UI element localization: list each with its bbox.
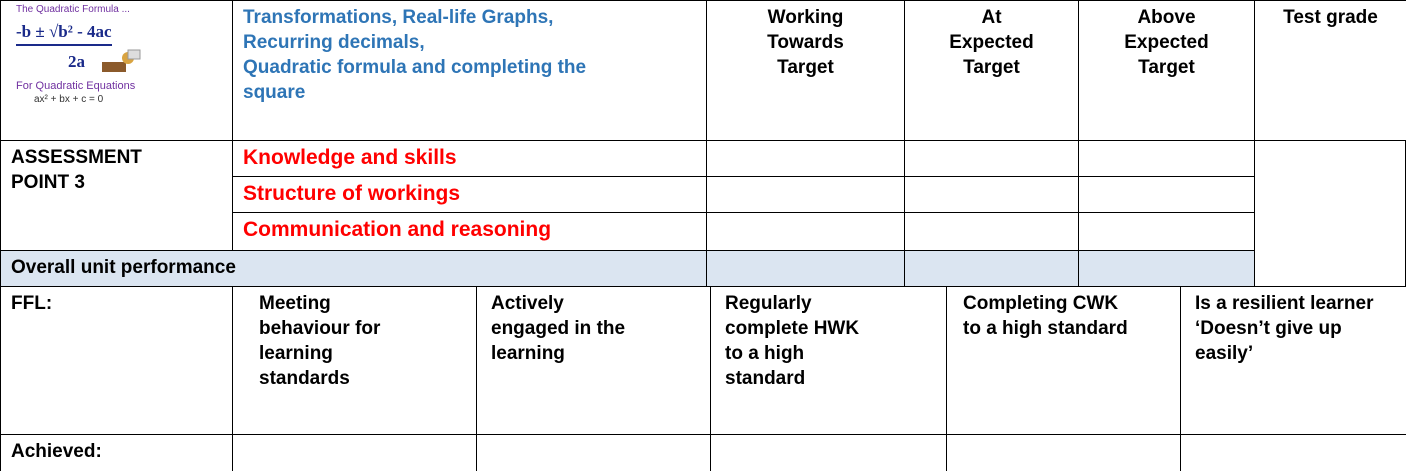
grade-cell xyxy=(706,140,905,177)
achieved-label: Achieved: xyxy=(0,434,233,471)
logo-footer: For Quadratic Equations xyxy=(16,80,136,92)
column-header: At Expected Target xyxy=(904,0,1079,141)
ffl-item-text: Actively engaged in the learning xyxy=(491,293,626,364)
column-header-text: At Expected Target xyxy=(949,7,1034,78)
assessment-label-text: ASSESSMENT POINT 3 xyxy=(11,147,142,193)
ffl-item: Completing CWK to a high standard xyxy=(946,286,1181,435)
overall-cell xyxy=(706,250,905,287)
ffl-item: Actively engaged in the learning xyxy=(476,286,711,435)
formula-image: The Quadratic Formula ... -b ± √b² - 4ac… xyxy=(6,4,226,134)
grade-cell xyxy=(904,212,1079,251)
grade-cell xyxy=(1078,140,1255,177)
column-header-text: Test grade xyxy=(1283,7,1378,28)
criterion: Communication and reasoning xyxy=(232,212,707,251)
column-header: Above Expected Target xyxy=(1078,0,1255,141)
test-grade-cell xyxy=(1254,140,1406,287)
ffl-label-text: FFL: xyxy=(11,293,53,314)
overall-cell xyxy=(1078,250,1255,287)
ffl-item-text: Is a resilient learner ‘Doesn’t give up … xyxy=(1195,293,1374,364)
ffl-label: FFL: xyxy=(0,286,233,435)
ffl-item: Regularly complete HWK to a high standar… xyxy=(710,286,947,435)
achieved-cell xyxy=(476,434,711,471)
criterion: Structure of workings xyxy=(232,176,707,213)
topic-line: square xyxy=(243,82,306,103)
overall-label-text: Overall unit performance xyxy=(11,257,236,278)
topic-line: Quadratic formula and completing the xyxy=(243,57,587,78)
ffl-item-text: Regularly complete HWK to a high standar… xyxy=(725,293,860,389)
overall-label: Overall unit performance xyxy=(0,250,707,287)
logo-cell xyxy=(0,0,233,141)
logo-denominator: 2a xyxy=(68,52,85,71)
overall-cell xyxy=(904,250,1079,287)
logo-icon xyxy=(102,49,141,72)
achieved-cell xyxy=(1180,434,1406,471)
ffl-item-text: Completing CWK to a high standard xyxy=(963,293,1128,339)
criterion-text: Communication and reasoning xyxy=(243,218,552,241)
criterion-text: Structure of workings xyxy=(243,182,461,205)
logo-caption: The Quadratic Formula ... xyxy=(16,4,130,15)
logo-equation: ax² + bx + c = 0 xyxy=(34,94,104,105)
grade-cell xyxy=(1078,212,1255,251)
column-header-text: Above Expected Target xyxy=(1124,7,1209,78)
topics-cell: Transformations, Real-life Graphs, Recurr… xyxy=(232,0,707,141)
ffl-item: Meeting behaviour for learning standards xyxy=(232,286,477,435)
topic-line: Recurring decimals, xyxy=(243,32,425,53)
achieved-cell xyxy=(946,434,1181,471)
ffl-item-text: Meeting behaviour for learning standards xyxy=(259,293,381,389)
achieved-cell xyxy=(710,434,947,471)
ffl-item: Is a resilient learner ‘Doesn’t give up … xyxy=(1180,286,1406,435)
column-header: Working Towards Target xyxy=(706,0,905,141)
grade-cell xyxy=(706,212,905,251)
achieved-label-text: Achieved: xyxy=(11,441,102,462)
column-header-text: Working Towards Target xyxy=(767,7,844,78)
topic-line: Transformations, Real-life Graphs, xyxy=(243,7,554,28)
grade-cell xyxy=(706,176,905,213)
grade-cell xyxy=(904,176,1079,213)
achieved-cell xyxy=(232,434,477,471)
logo-numerator: -b ± √b² - 4ac xyxy=(16,22,112,46)
assessment-label: ASSESSMENT POINT 3 xyxy=(0,140,233,251)
column-header: Test grade xyxy=(1254,0,1406,141)
criterion: Knowledge and skills xyxy=(232,140,707,177)
grade-cell xyxy=(1078,176,1255,213)
grade-cell xyxy=(904,140,1079,177)
criterion-text: Knowledge and skills xyxy=(243,146,457,169)
